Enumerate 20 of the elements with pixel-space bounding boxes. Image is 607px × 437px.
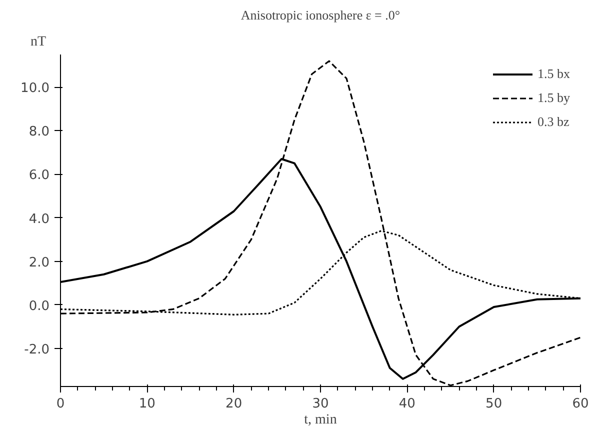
x-tick-label: 50 <box>486 396 502 412</box>
x-axis-title: t, min <box>304 412 337 428</box>
y-tick-label: 6.0 <box>28 168 50 184</box>
x-tick-label: 30 <box>312 396 329 412</box>
y-axis-title: nT <box>30 34 46 50</box>
x-tick-label: 20 <box>226 396 242 412</box>
y-tick-label: -2.0 <box>24 342 50 358</box>
y-tick-label: 10.0 <box>20 81 50 96</box>
legend-label: 1.5 by <box>538 90 570 106</box>
legend-label: 0.3 bz <box>538 114 570 130</box>
x-tick-label: 10 <box>138 396 156 412</box>
x-tick-label: 40 <box>398 396 416 412</box>
chart-title: Anisotropic ionosphere ε = .0° <box>240 8 400 22</box>
y-tick-label: 4.0 <box>28 212 50 227</box>
legend-label: 1.5 bx <box>538 66 570 82</box>
x-tick-label: 60 <box>572 396 589 412</box>
y-tick-label: 2.0 <box>28 255 50 270</box>
y-tick-label: 8.0 <box>28 124 50 140</box>
y-tick-label: 0.0 <box>28 298 50 314</box>
x-tick-label: 0 <box>56 396 65 412</box>
